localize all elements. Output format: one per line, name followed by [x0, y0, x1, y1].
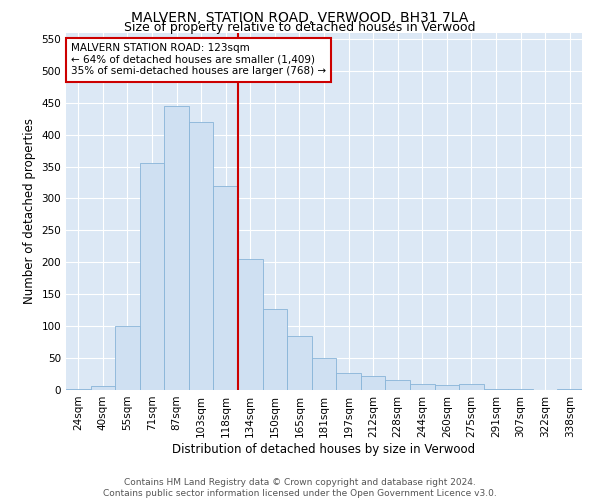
Bar [336, 373, 361, 390]
Bar [91, 386, 115, 390]
X-axis label: Distribution of detached houses by size in Verwood: Distribution of detached houses by size … [172, 442, 476, 456]
Bar [557, 388, 582, 390]
Text: MALVERN STATION ROAD: 123sqm
← 64% of detached houses are smaller (1,409)
35% of: MALVERN STATION ROAD: 123sqm ← 64% of de… [71, 43, 326, 76]
Bar [287, 336, 312, 390]
Text: Contains HM Land Registry data © Crown copyright and database right 2024.
Contai: Contains HM Land Registry data © Crown c… [103, 478, 497, 498]
Bar [434, 385, 459, 390]
Y-axis label: Number of detached properties: Number of detached properties [23, 118, 36, 304]
Bar [312, 358, 336, 390]
Text: MALVERN, STATION ROAD, VERWOOD, BH31 7LA: MALVERN, STATION ROAD, VERWOOD, BH31 7LA [131, 11, 469, 25]
Bar [189, 122, 214, 390]
Bar [385, 380, 410, 390]
Bar [410, 384, 434, 390]
Bar [115, 326, 140, 390]
Bar [508, 388, 533, 390]
Bar [263, 309, 287, 390]
Bar [238, 259, 263, 390]
Bar [66, 388, 91, 390]
Bar [484, 388, 508, 390]
Bar [140, 164, 164, 390]
Bar [361, 376, 385, 390]
Bar [164, 106, 189, 390]
Text: Size of property relative to detached houses in Verwood: Size of property relative to detached ho… [124, 22, 476, 35]
Bar [214, 186, 238, 390]
Bar [459, 384, 484, 390]
